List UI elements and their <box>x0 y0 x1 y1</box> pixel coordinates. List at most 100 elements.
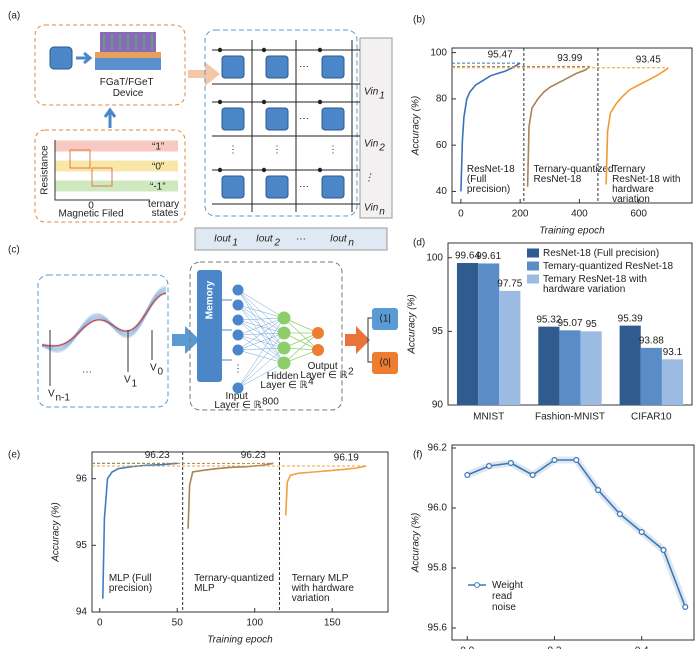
y-axis-title: Accuracy (%) <box>411 513 422 573</box>
col-ellipsis: ⋯ <box>299 114 309 125</box>
connection <box>237 317 285 351</box>
y-tick-label: 95 <box>432 326 444 337</box>
x-tick-label: 100 <box>246 618 263 629</box>
series-line <box>605 67 669 185</box>
legend-label: Temary-quantized ResNet-18 <box>543 261 673 272</box>
connection <box>222 299 232 361</box>
device-layer <box>95 52 161 58</box>
iout-bar <box>194 227 388 251</box>
series-line <box>460 62 521 192</box>
memory-cell <box>221 55 245 79</box>
series-marker <box>616 511 623 518</box>
states-box <box>34 129 186 223</box>
row-ellipsis: ⋮ <box>228 145 238 156</box>
y-tick-label: 95.8 <box>428 563 448 574</box>
junction <box>317 99 323 105</box>
series-label: Ternary MLP with hardware variation <box>291 573 357 604</box>
connection <box>237 317 285 321</box>
vin-label-subscript: n <box>379 207 385 218</box>
connection <box>283 332 319 364</box>
data-label: 96.23 <box>145 450 170 461</box>
series-label: Ternary-quantized ResNet-18 <box>534 164 617 185</box>
panel-label: (b) <box>413 15 425 26</box>
legend-swatch <box>527 274 539 284</box>
junction <box>217 47 223 53</box>
series-marker <box>638 528 645 535</box>
iout-label: Iout <box>330 234 348 245</box>
device-base <box>95 58 161 70</box>
bracket <box>367 317 372 363</box>
cell-icon <box>49 46 73 70</box>
memory-cell <box>221 175 245 199</box>
legend-swatch <box>527 248 539 258</box>
plot-frame <box>451 444 695 641</box>
y-axis-label: Resistance <box>40 145 51 195</box>
x-tick-label: 0.0 <box>460 646 474 649</box>
series-label: MLP (Full precision) <box>109 573 154 594</box>
series-label: Ternary ResNet-18 with hardware variatio… <box>612 164 683 205</box>
y-axis-title: Accuracy (%) <box>411 96 422 156</box>
sample-label: V <box>124 375 131 386</box>
connection <box>237 332 285 351</box>
data-label: 95.39 <box>618 313 643 324</box>
row-ellipsis: ⋮ <box>272 145 282 156</box>
network-box <box>189 261 343 411</box>
legend-label: ResNet-18 (Full precision) <box>543 248 659 259</box>
data-label: 93.99 <box>557 53 582 64</box>
series-label: Ternary-quantized MLP <box>194 573 277 594</box>
iout-label-subscript: 2 <box>273 238 280 249</box>
hidden-node <box>277 341 291 355</box>
output-label: ⟨0| <box>379 358 391 369</box>
panel-label: (e) <box>8 450 20 461</box>
series-marker <box>464 472 471 479</box>
iout-label: ··· <box>296 234 306 245</box>
y-tick-label: 95 <box>76 540 88 551</box>
hidden-node <box>277 326 291 340</box>
arrow <box>76 51 93 65</box>
x-axis-label: Magnetic Filed <box>58 209 123 220</box>
input-node <box>232 329 244 341</box>
vin-label: Vin <box>364 139 379 150</box>
y-tick-label: 100 <box>426 252 443 263</box>
series-label: ResNet-18 (Full precision) <box>467 164 518 195</box>
legend-swatch <box>527 261 539 271</box>
output-node <box>312 327 324 339</box>
sample-label: V <box>150 363 157 374</box>
connection <box>237 332 285 389</box>
bar <box>478 263 500 405</box>
memory-block <box>197 270 222 382</box>
output-node <box>312 344 324 356</box>
y-axis-title: Accuracy (%) <box>407 294 418 354</box>
vin-label: Vin <box>364 203 379 214</box>
signal-mean <box>41 292 167 347</box>
junction <box>261 99 267 105</box>
device-box <box>34 24 186 106</box>
panel-label: (c) <box>8 245 20 256</box>
states-caption: ternary states <box>148 199 182 219</box>
connection <box>237 317 285 389</box>
y-tick-label: 96.2 <box>428 443 448 454</box>
output-state <box>372 308 398 330</box>
bar <box>661 359 684 405</box>
junction <box>217 167 223 173</box>
layer-label-superscript: 2 <box>348 367 354 378</box>
legend-marker <box>474 582 480 588</box>
x-tick-label: 600 <box>630 209 647 220</box>
series-marker <box>682 603 689 610</box>
sample-label: ··· <box>82 367 92 378</box>
junction <box>261 47 267 53</box>
connection <box>237 317 285 336</box>
series-marker <box>595 487 602 494</box>
vin-label-subscript: 2 <box>378 143 385 154</box>
hidden-node <box>277 311 291 325</box>
y-axis-title: Accuracy (%) <box>51 502 62 562</box>
iout-label-subscript: 1 <box>232 238 238 249</box>
device-label: FGaT/FGeT Device <box>100 77 157 99</box>
series-marker <box>507 460 514 467</box>
connection <box>237 362 285 389</box>
vin-label: ⋮ <box>364 173 374 184</box>
series-marker <box>486 463 493 470</box>
x-tick-label: 0 <box>97 618 103 629</box>
